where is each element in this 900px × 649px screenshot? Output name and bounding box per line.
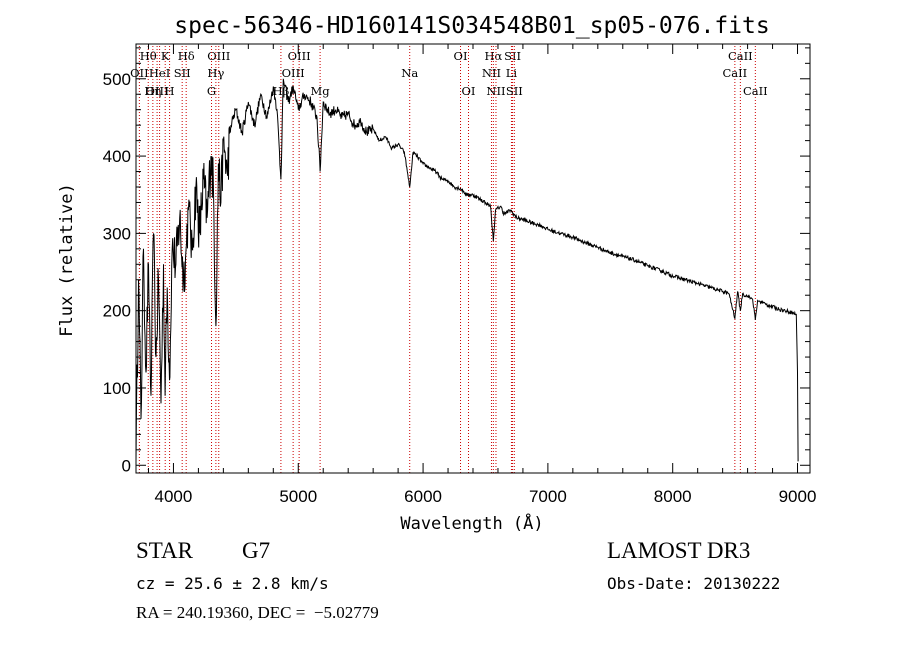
- survey-name: LAMOST DR3: [607, 538, 751, 563]
- spectral-line-label: Hα: [484, 49, 502, 63]
- spectral-line-label: OIII: [288, 49, 311, 63]
- spectral-line-label: Hη: [144, 84, 161, 98]
- spectral-line-label: SII: [504, 49, 521, 63]
- spectral-line-label: CaII: [722, 66, 747, 80]
- spectral-line-label: HeI: [149, 66, 170, 80]
- spectral-line-label: OIII: [282, 66, 305, 80]
- spectral-line-label: Hβ: [273, 84, 290, 98]
- spectral-line-label: H: [165, 84, 175, 98]
- x-tick-label: 8000: [654, 487, 692, 506]
- spectral-line-label: Hδ: [178, 49, 195, 63]
- spectral-line-label: Hγ: [207, 66, 224, 80]
- spectral-line-label: SII: [506, 84, 523, 98]
- redshift-velocity: cz = 25.6 ± 2.8 km/s: [136, 574, 329, 593]
- y-tick-label: 100: [103, 379, 131, 398]
- y-axis-label: Flux (relative): [57, 183, 77, 337]
- spectral-line-label: NII: [486, 84, 505, 98]
- object-class: STAR: [136, 538, 193, 563]
- x-tick-label: 6000: [404, 487, 442, 506]
- spectrum-flux-line: [135, 78, 799, 462]
- x-tick-label: 4000: [155, 487, 193, 506]
- spectral-line-label: OI: [454, 49, 468, 63]
- x-tick-label: 5000: [279, 487, 317, 506]
- spectral-line-label: OII: [130, 66, 149, 80]
- y-tick-label: 300: [103, 224, 131, 243]
- spectral-line-label: CaII: [728, 49, 753, 63]
- y-tick-label: 400: [103, 147, 131, 166]
- spectral-line-label: Li: [506, 66, 518, 80]
- spectral-line-label: NII: [482, 66, 501, 80]
- spectral-line-label: SII: [174, 66, 191, 80]
- spectral-line-label: G: [207, 84, 216, 98]
- y-tick-label: 200: [103, 302, 131, 321]
- object-subclass: G7: [242, 538, 271, 563]
- axis-ticks-layer: 4000 5000 6000 7000 8000 9000 0 100 200 300 400 500: [103, 44, 817, 506]
- observation-date: Obs-Date: 20130222: [607, 574, 781, 593]
- x-tick-label: 9000: [779, 487, 817, 506]
- spectral-line-label: Na: [401, 66, 418, 80]
- spectrum-layer: [135, 78, 799, 462]
- spectral-line-label: CaII: [743, 84, 768, 98]
- spectral-line-label: OI: [462, 84, 476, 98]
- y-tick-label: 0: [122, 456, 131, 475]
- spectral-line-label: Hθ: [140, 49, 157, 63]
- x-axis-label: Wavelength (Å): [400, 512, 543, 534]
- spectral-line-label: Mg: [311, 84, 331, 98]
- x-tick-label: 7000: [529, 487, 567, 506]
- chart-title: spec-56346-HD160141S034548B01_sp05-076.f…: [174, 13, 769, 39]
- spectral-line-label: OIII: [146, 84, 169, 98]
- ra-dec-coordinates: RA = 240.19360, DEC = −5.02779: [136, 603, 379, 622]
- spectral-line-label: OIII: [207, 49, 230, 63]
- y-tick-label: 500: [103, 70, 131, 89]
- spectral-line-label: K: [161, 49, 170, 63]
